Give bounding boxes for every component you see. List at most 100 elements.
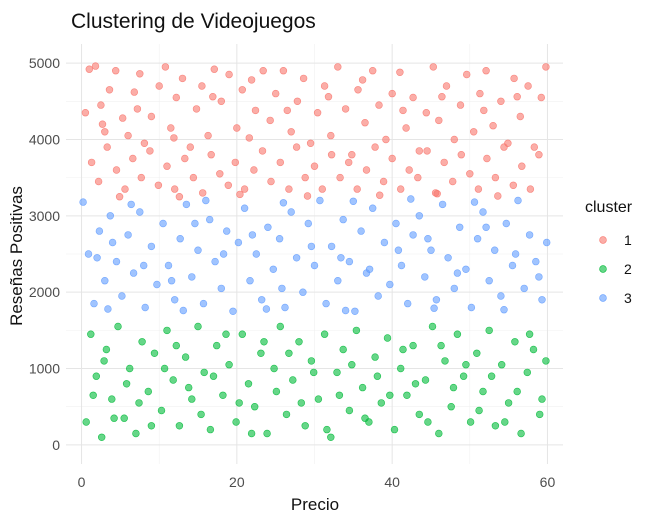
data-point xyxy=(476,89,484,98)
data-point xyxy=(236,190,244,199)
data-point xyxy=(223,227,231,235)
data-point xyxy=(84,250,93,258)
data-point xyxy=(238,86,247,94)
data-point xyxy=(341,306,350,315)
data-point xyxy=(155,82,163,90)
data-point xyxy=(502,219,510,228)
data-point xyxy=(306,139,315,148)
data-point xyxy=(334,277,342,285)
data-point xyxy=(185,383,193,392)
data-point xyxy=(435,116,443,125)
data-point xyxy=(245,134,254,142)
series-cluster-2 xyxy=(82,322,550,441)
data-point xyxy=(337,254,345,262)
data-point xyxy=(307,242,316,251)
data-point xyxy=(470,198,479,206)
data-point xyxy=(259,66,267,75)
data-point xyxy=(299,288,307,296)
data-point xyxy=(292,254,301,262)
data-point xyxy=(542,238,551,247)
data-point xyxy=(240,204,249,212)
data-point xyxy=(365,265,374,273)
data-point xyxy=(115,193,124,201)
data-point xyxy=(97,433,106,441)
data-point xyxy=(121,185,129,193)
data-point xyxy=(122,380,131,388)
data-point xyxy=(397,185,405,193)
data-point xyxy=(405,166,413,174)
data-point xyxy=(482,223,490,232)
data-point xyxy=(500,143,508,151)
data-point xyxy=(339,345,347,354)
data-point xyxy=(511,338,519,346)
data-point xyxy=(487,372,496,380)
data-point xyxy=(470,128,478,136)
data-point xyxy=(463,70,471,79)
data-point xyxy=(345,406,354,415)
data-point xyxy=(146,147,154,155)
data-point xyxy=(510,74,518,83)
data-point xyxy=(475,406,483,415)
data-point xyxy=(136,70,144,78)
data-point xyxy=(95,227,104,235)
data-point xyxy=(199,299,208,308)
data-point xyxy=(514,196,522,205)
data-point xyxy=(191,219,199,228)
data-point xyxy=(307,357,316,365)
data-point xyxy=(310,162,319,170)
data-point xyxy=(421,376,430,384)
y-tick-label: 0 xyxy=(52,437,60,453)
x-tick-label: 20 xyxy=(229,474,245,490)
data-point xyxy=(127,200,135,209)
data-point xyxy=(374,292,382,300)
data-point xyxy=(133,105,142,113)
data-point xyxy=(202,196,210,205)
data-point xyxy=(427,246,435,254)
data-point xyxy=(542,357,550,365)
data-point xyxy=(415,147,423,155)
x-tick-label: 40 xyxy=(384,474,400,490)
data-point xyxy=(424,235,432,243)
data-point xyxy=(163,162,171,170)
data-point xyxy=(93,254,101,262)
legend-label: 3 xyxy=(624,290,632,306)
data-point xyxy=(235,399,243,407)
data-point xyxy=(175,422,184,430)
legend-item-1: 1 xyxy=(599,232,632,248)
data-point xyxy=(281,303,289,312)
data-point xyxy=(260,338,268,346)
data-point xyxy=(511,250,520,258)
data-point xyxy=(181,154,189,163)
data-point xyxy=(354,86,362,94)
data-point xyxy=(216,170,224,178)
data-point xyxy=(225,70,233,79)
data-point xyxy=(437,341,445,350)
data-point xyxy=(407,195,415,203)
data-point xyxy=(224,181,233,190)
data-point xyxy=(397,364,405,373)
data-point xyxy=(402,124,410,132)
data-point xyxy=(272,89,280,98)
data-point xyxy=(323,425,331,434)
data-point xyxy=(132,429,140,438)
data-point xyxy=(150,349,159,357)
data-point xyxy=(282,410,291,419)
data-point xyxy=(524,82,532,90)
data-point xyxy=(141,303,149,312)
data-point xyxy=(110,414,118,422)
data-point xyxy=(369,204,377,212)
data-point xyxy=(179,306,188,315)
data-point xyxy=(450,135,458,144)
data-point xyxy=(438,200,447,209)
data-point xyxy=(194,322,202,331)
data-point xyxy=(320,330,329,338)
data-point xyxy=(467,303,476,312)
data-point xyxy=(87,158,96,167)
data-point xyxy=(171,296,179,304)
data-point xyxy=(240,185,249,193)
data-point xyxy=(525,231,534,239)
data-point xyxy=(270,364,278,373)
data-point xyxy=(535,273,543,281)
data-point xyxy=(409,341,417,350)
data-point xyxy=(489,121,497,130)
